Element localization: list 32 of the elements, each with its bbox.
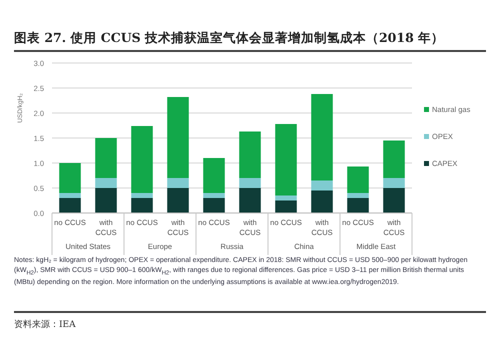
bar (131, 193, 153, 198)
bar (95, 138, 117, 178)
bar (95, 178, 117, 188)
bar (275, 124, 297, 196)
bar (383, 178, 405, 188)
bar (167, 178, 189, 188)
bar (131, 126, 153, 193)
bar (275, 196, 297, 200)
bar (311, 94, 333, 180)
bar (203, 158, 225, 193)
bar (59, 198, 81, 213)
bar (203, 198, 225, 213)
bar (239, 188, 261, 213)
bar (311, 180, 333, 190)
bar (167, 97, 189, 178)
text: 资料来源：IEA (14, 311, 486, 331)
bar (239, 178, 261, 188)
bar (275, 200, 297, 213)
bar (167, 188, 189, 213)
bar (347, 166, 369, 193)
bar (347, 198, 369, 213)
bar (347, 193, 369, 198)
bar (59, 193, 81, 198)
bar (59, 163, 81, 193)
bar (311, 190, 333, 213)
chart-title: 图表 27. 使用 CCUS 技术捕获温室气体会显著增加制氢成本（2018 年） (14, 30, 486, 52)
bar (383, 140, 405, 178)
bar (203, 193, 225, 198)
bar (95, 188, 117, 213)
bar (131, 198, 153, 213)
bar (383, 188, 405, 213)
bar (239, 132, 261, 178)
